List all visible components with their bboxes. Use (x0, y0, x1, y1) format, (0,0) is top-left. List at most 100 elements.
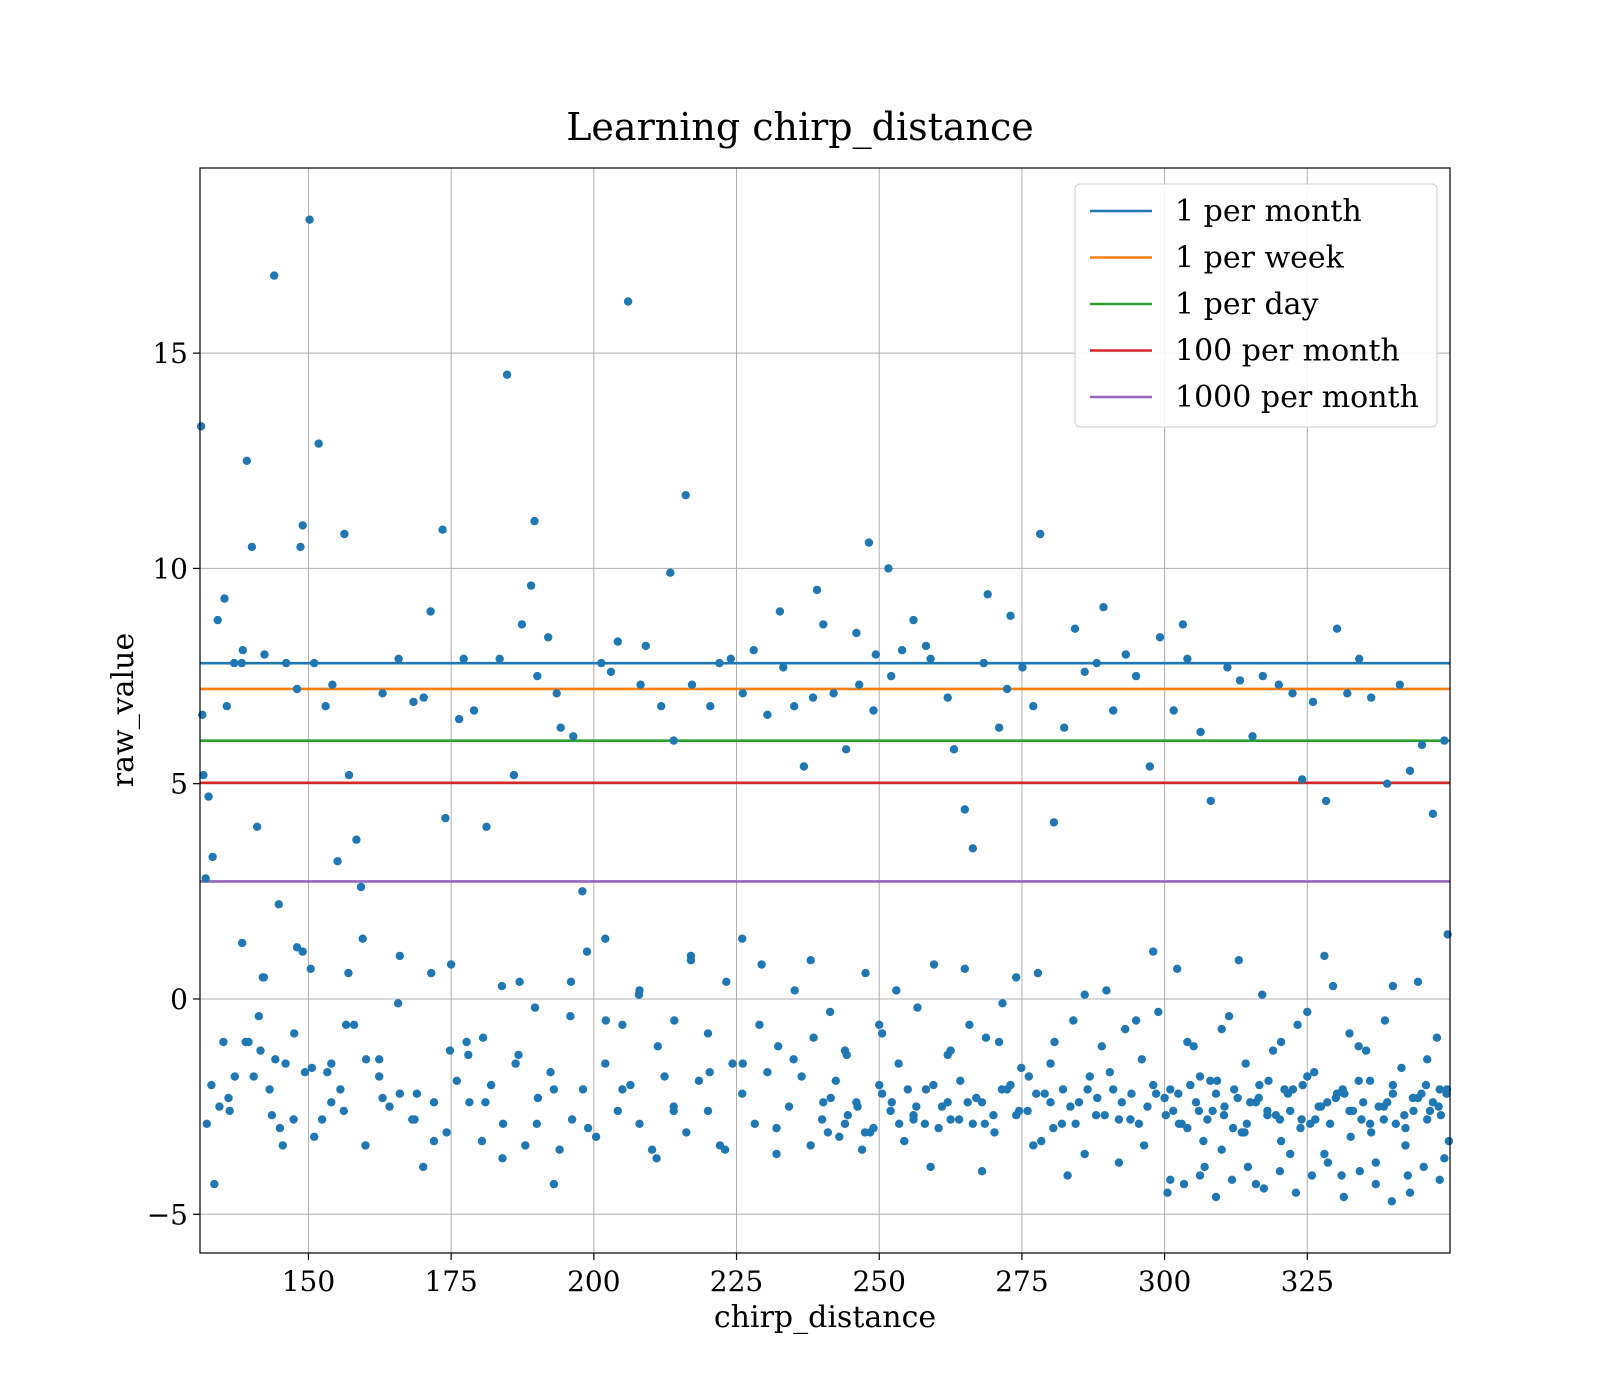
data-point (296, 542, 305, 552)
data-point (1413, 977, 1423, 986)
data-point (806, 1141, 815, 1150)
y-axis-ticks: −5 0 5 10 15 (147, 337, 200, 1231)
data-point (530, 1003, 540, 1012)
data-point (687, 680, 697, 689)
data-point (410, 1115, 419, 1124)
data-point (1199, 1136, 1208, 1146)
data-point (1325, 1119, 1335, 1129)
data-point (877, 1089, 887, 1098)
data-point (429, 1136, 439, 1146)
data-point (1217, 1024, 1226, 1034)
data-point (462, 1037, 471, 1047)
data-point (546, 1068, 555, 1077)
data-point (840, 1119, 850, 1129)
data-point (1425, 1106, 1435, 1116)
data-point (1049, 1123, 1058, 1133)
data-point (1033, 968, 1043, 978)
data-point (419, 1162, 428, 1172)
data-point (1251, 1179, 1261, 1189)
data-point (495, 654, 504, 663)
data-point (1365, 1076, 1375, 1086)
data-point (921, 1085, 931, 1094)
data-point (278, 1141, 287, 1150)
plot-frame (199, 167, 1451, 1254)
data-point (1331, 1093, 1341, 1103)
data-point (306, 964, 315, 973)
data-point (799, 762, 809, 771)
data-point (1093, 1093, 1102, 1103)
data-point (903, 1085, 912, 1094)
data-point (1126, 1115, 1135, 1124)
data-point (1306, 1119, 1315, 1129)
data-point (201, 874, 210, 883)
data-point (1114, 1158, 1124, 1167)
data-point (1258, 990, 1267, 999)
data-point (864, 538, 874, 547)
data-point (1173, 964, 1182, 973)
data-point (926, 1162, 935, 1172)
data-point (395, 951, 404, 961)
data-point (282, 658, 291, 668)
data-point (1387, 1197, 1397, 1206)
data-point (1339, 1192, 1349, 1202)
data-point (738, 1059, 747, 1068)
data-point (314, 439, 323, 448)
data-point (960, 964, 969, 973)
data-point (738, 1089, 747, 1098)
data-point (530, 516, 539, 526)
data-point (1374, 1102, 1383, 1111)
data-point (738, 934, 747, 943)
data-point (757, 960, 766, 969)
data-point (977, 1098, 987, 1107)
data-point (1149, 1080, 1158, 1090)
data-point (515, 977, 524, 986)
data-point (1435, 1085, 1444, 1094)
data-point (1183, 1123, 1192, 1133)
data-point (618, 1085, 627, 1094)
data-point (720, 1145, 730, 1154)
data-point (1388, 1089, 1398, 1098)
data-point (356, 882, 366, 892)
data-point (1178, 620, 1188, 629)
data-point (339, 1106, 348, 1116)
data-point (1154, 1007, 1163, 1017)
legend-label: 1 per month (1175, 194, 1362, 229)
data-point (1283, 1089, 1293, 1098)
data-point (790, 986, 799, 995)
data-point (509, 770, 519, 780)
data-point (722, 977, 731, 986)
data-point (1343, 689, 1352, 698)
data-point (1409, 1106, 1418, 1116)
data-point (241, 1037, 250, 1047)
data-point (1348, 1106, 1358, 1116)
data-point (375, 1055, 384, 1064)
data-point (1189, 1042, 1198, 1051)
data-point (635, 1119, 644, 1129)
data-point (1195, 1072, 1205, 1081)
data-point (1276, 1037, 1286, 1047)
data-point (965, 1020, 974, 1029)
data-point (1303, 1007, 1312, 1017)
data-point (912, 1102, 921, 1111)
data-point (1151, 1089, 1161, 1098)
data-point (1063, 1171, 1072, 1180)
data-point (1131, 671, 1141, 681)
data-point (441, 813, 450, 823)
data-point (549, 1085, 559, 1094)
x-axis-label: chirp_distance (714, 1300, 936, 1335)
data-point (1046, 1059, 1055, 1068)
data-point (809, 1033, 818, 1042)
data-point (1114, 1115, 1124, 1124)
data-point (1134, 1119, 1144, 1129)
data-point (797, 1072, 806, 1081)
data-point (327, 1059, 336, 1068)
data-point (823, 1128, 833, 1137)
data-point (1224, 1012, 1234, 1021)
data-point (1421, 1080, 1431, 1090)
data-point (1435, 1175, 1444, 1185)
data-point (260, 650, 269, 659)
data-point (341, 1020, 351, 1029)
data-point (1254, 1093, 1264, 1103)
data-point (1060, 723, 1069, 732)
data-point (569, 732, 578, 741)
